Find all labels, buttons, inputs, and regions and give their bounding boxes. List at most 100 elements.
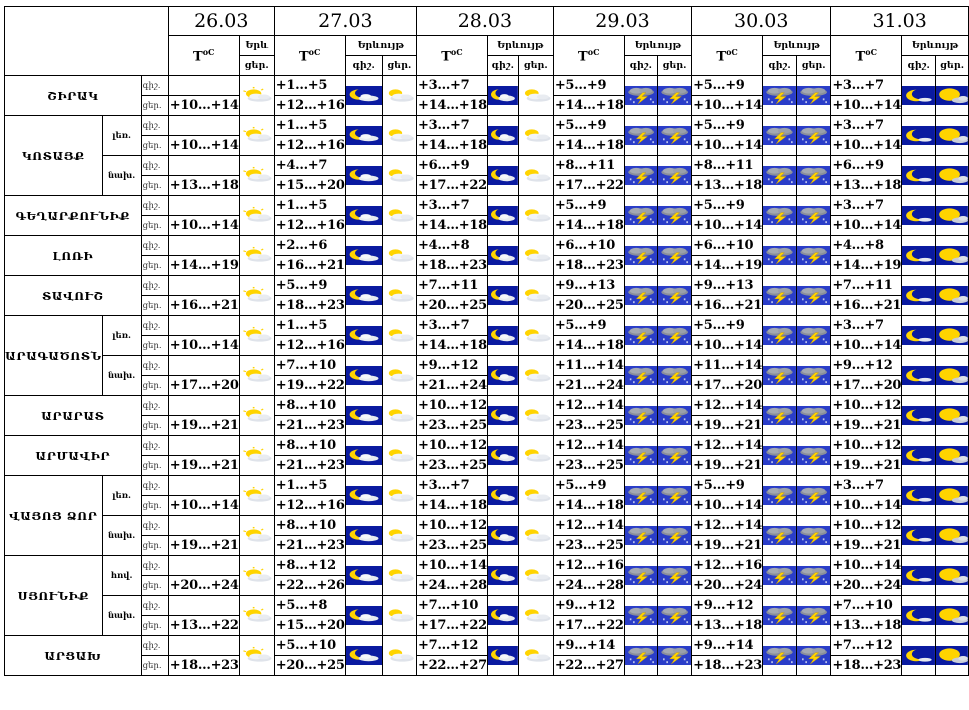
moon-cloud-icon [486, 235, 519, 276]
night-temp [167, 435, 240, 456]
day-temp: +10…+14 [167, 95, 240, 116]
sun-cloud-icon [381, 395, 418, 436]
night-temp [167, 515, 240, 536]
day-temp: +21…+24 [416, 375, 488, 396]
day-temp: +12…+16 [273, 335, 346, 356]
day-temp: +10…+14 [691, 335, 764, 356]
area-label: լեռ. [101, 475, 142, 516]
night-label: գիշ. [140, 115, 169, 136]
thunderstorm-icon [656, 395, 693, 436]
night-temp: +5…+9 [691, 115, 764, 136]
day-temp: +22…+27 [416, 655, 488, 676]
moon-cloud-icon [486, 315, 519, 356]
day-temp: +19…+21 [830, 415, 903, 436]
area-label: նախ. [101, 595, 142, 636]
table-row: ցեր. +19…+21 +21…+23 +23…+25 +23…+25 +19…+21 +… [5, 455, 969, 476]
moon-cloud-icon [486, 515, 519, 556]
temp-header: ToC [273, 35, 346, 76]
day-temp: +17…+22 [552, 615, 625, 636]
day-temp: +10…+14 [830, 215, 903, 236]
moon-icon [901, 115, 937, 156]
day-label: ցեր. [140, 295, 169, 316]
moon-cloud-icon [486, 155, 519, 196]
night-temp: +5…+9 [691, 75, 764, 96]
sun-cloud-icon [517, 595, 554, 636]
night-temp: +7…+11 [416, 275, 488, 296]
night-temp: +3…+7 [416, 475, 488, 496]
thunderstorm-icon [795, 355, 832, 396]
day-temp: +17…+20 [691, 375, 764, 396]
sun-cloud-icon [381, 355, 418, 396]
night-temp [167, 635, 240, 656]
night-temp: +8…+11 [691, 155, 764, 176]
night-temp: +1…+5 [273, 75, 346, 96]
sun-partly-cloudy-icon [935, 595, 969, 636]
temp-header: ToC [552, 35, 625, 76]
night-label: գիշ. [140, 555, 169, 576]
thunderstorm-icon [623, 315, 658, 356]
day-temp: +14…+18 [416, 95, 488, 116]
night-temp: +9…+12 [830, 355, 903, 376]
night-temp: +3…+7 [830, 75, 903, 96]
day-label: ցեր. [140, 335, 169, 356]
night-temp [167, 155, 240, 176]
date-header: 31.03 [830, 6, 969, 36]
day-label: ցեր. [140, 495, 169, 516]
day-temp: +10…+14 [691, 135, 764, 156]
night-temp: +9…+13 [552, 275, 625, 296]
sun-cloud-icon [517, 515, 554, 556]
day-label: ցեր. [140, 615, 169, 636]
day-temp: +16…+21 [273, 255, 346, 276]
day-subheader: ցեր. [656, 55, 693, 76]
sun-partly-cloudy-icon [935, 315, 969, 356]
thunderstorm-icon [795, 195, 832, 236]
moon-cloud-icon [344, 75, 383, 116]
table-row: ԿՈՏԱՅՔ լեռ. գիշ. +1…+5 +3…+7 +5…+9 +5…+9 +3…+7 [4, 115, 969, 196]
sun-cloud-icon [517, 475, 554, 516]
day-subheader: ցեր. [381, 55, 418, 76]
table-row: ԱՐՑԱԽ գիշ. +5…+10 +7…+12 +9…+14 +9…+14 +7…+12 [4, 635, 969, 676]
date-header: 26.03 [167, 6, 275, 36]
day-temp: +21…+23 [273, 535, 346, 556]
day-temp: +10…+14 [167, 495, 240, 516]
thunderstorm-icon [656, 275, 693, 316]
thunderstorm-icon [623, 475, 658, 516]
day-temp: +23…+25 [552, 415, 625, 436]
thunderstorm-icon [623, 595, 658, 636]
day-temp: +18…+23 [552, 255, 625, 276]
thunderstorm-icon [795, 635, 832, 676]
day-temp: +14…+18 [552, 495, 625, 516]
table-row: ցեր. +17…+20 +19…+22 +21…+24 +21…+24 +17…+20 +… [5, 375, 969, 396]
night-temp [167, 355, 240, 376]
night-temp: +7…+12 [830, 635, 903, 656]
night-temp: +3…+7 [416, 315, 488, 336]
day-label: ցեր. [140, 535, 169, 556]
region-name: ԱՐՄԱՎԻՐ [4, 435, 142, 476]
night-temp: +5…+9 [552, 315, 625, 336]
sun-cloud-icon [238, 475, 275, 516]
night-label: գիշ. [140, 595, 169, 616]
moon-icon [901, 475, 937, 516]
night-temp: +6…+9 [416, 155, 488, 176]
table-row: նախ. գիշ. +5…+8 +7…+10 +9…+12 +9…+12 +7…+10 [5, 595, 969, 636]
day-temp: +19…+22 [273, 375, 346, 396]
sun-cloud-icon [381, 475, 418, 516]
night-temp: +1…+5 [273, 115, 346, 136]
day-temp: +14…+18 [552, 135, 625, 156]
moon-cloud-icon [486, 555, 519, 596]
day-temp: +22…+26 [273, 575, 346, 596]
night-temp: +2…+6 [273, 235, 346, 256]
moon-cloud-icon [486, 635, 519, 676]
area-label: լեռ. [101, 115, 142, 156]
thunderstorm-icon [762, 75, 797, 116]
table-row: ԱՐԱՐԱՏ գիշ. +8…+10 +10…+12 +12…+14 +12…+14 +10… [4, 395, 969, 436]
table-row: նախ. գիշ. +7…+10 +9…+12 +11…+14 +11…+14 +9…+12 [5, 355, 969, 396]
moon-cloud-icon [486, 355, 519, 396]
day-temp: +19…+21 [167, 535, 240, 556]
night-temp: +5…+10 [273, 635, 346, 656]
day-label: ցեր. [140, 135, 169, 156]
day-temp: +10…+14 [167, 335, 240, 356]
thunderstorm-icon [762, 155, 797, 196]
thunderstorm-icon [656, 195, 693, 236]
day-label: ցեր. [140, 175, 169, 196]
